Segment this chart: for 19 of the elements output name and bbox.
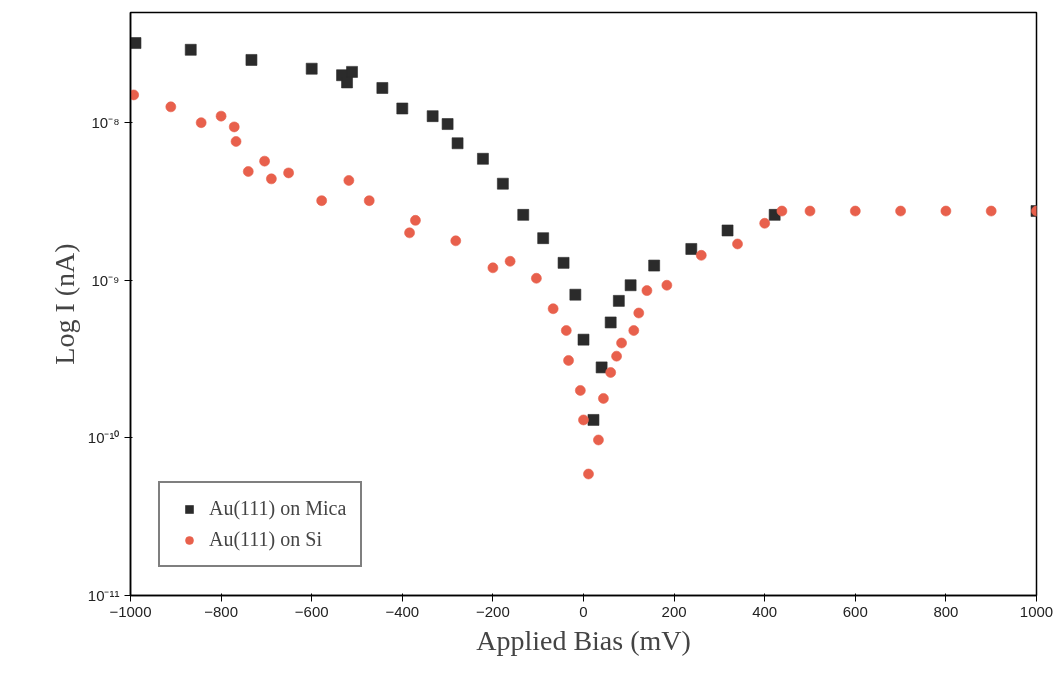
x-tick-label: −400 bbox=[385, 602, 420, 620]
x-tick-label: −600 bbox=[294, 602, 329, 620]
x-tick-label: 1000 bbox=[1019, 602, 1054, 620]
y-tick-label: 10⁻⁹ bbox=[91, 271, 120, 289]
y-tick-label: 10⁻¹⁰ bbox=[87, 429, 120, 447]
x-tick-label: 600 bbox=[842, 602, 868, 620]
x-tick-label: 800 bbox=[933, 602, 959, 620]
x-tick-label: −800 bbox=[204, 602, 238, 620]
x-axis-title: Applied Bias (mV) bbox=[476, 624, 691, 656]
legend-label: Au(111) on Mica bbox=[209, 497, 347, 520]
x-tick-label: 400 bbox=[752, 602, 778, 620]
y-tick-label: 10⁻⁸ bbox=[91, 114, 120, 132]
legend-label: Au(111) on Si bbox=[209, 528, 322, 551]
x-tick-label: 200 bbox=[661, 602, 687, 620]
y-tick-label: 10⁻¹¹ bbox=[87, 587, 120, 604]
y-axis-title: Log I (nA) bbox=[48, 243, 80, 365]
x-tick-label: −200 bbox=[476, 602, 510, 620]
x-tick-label: 0 bbox=[579, 602, 588, 620]
x-tick-label: −1000 bbox=[109, 602, 152, 620]
